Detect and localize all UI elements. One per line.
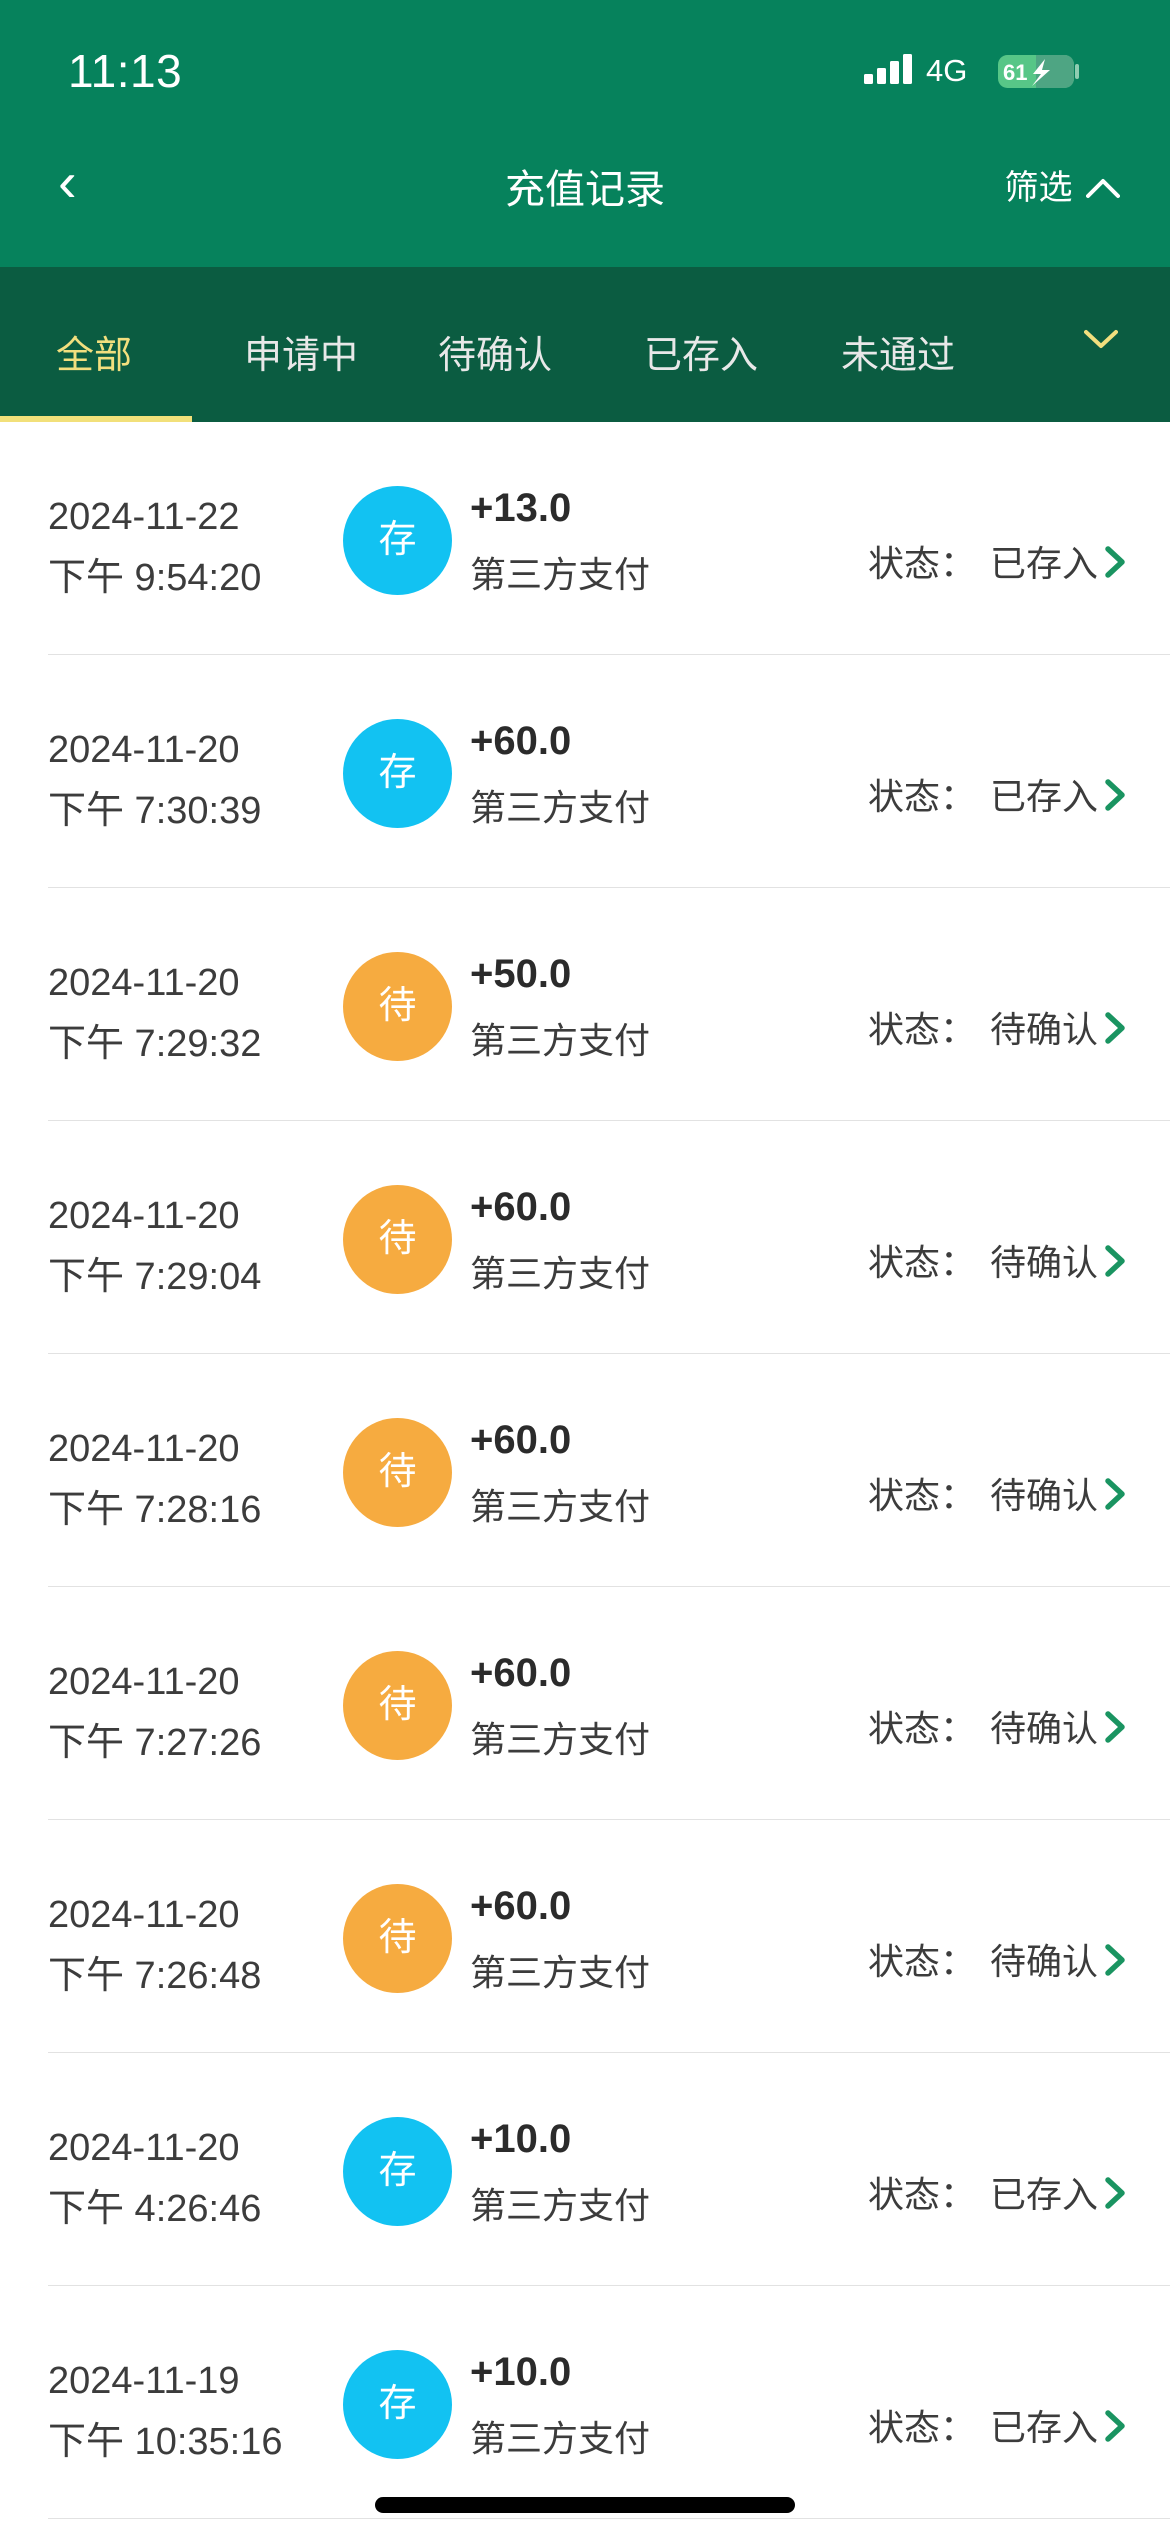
svg-text:4G: 4G	[926, 53, 967, 88]
svg-text:61: 61	[1003, 60, 1027, 85]
